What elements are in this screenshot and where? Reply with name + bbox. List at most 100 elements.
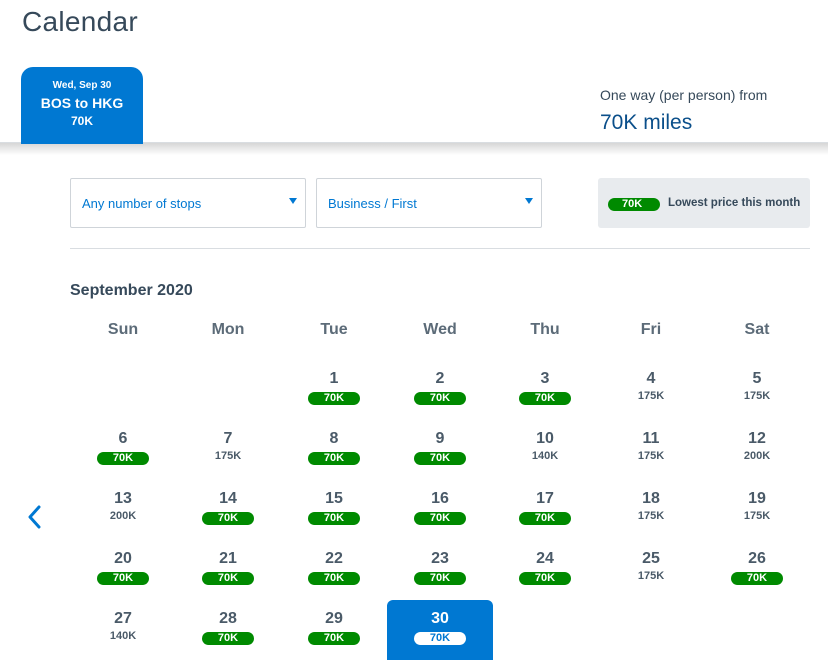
fare-summary-value: 70K miles (600, 111, 693, 134)
day-number: 23 (431, 550, 449, 567)
lowest-price-badge: 70K (308, 632, 360, 645)
calendar-day-24[interactable]: 24 70K (492, 540, 598, 600)
calendar-day-27[interactable]: 27 140K (70, 600, 176, 660)
day-price: 200K (743, 450, 771, 462)
calendar-day-13[interactable]: 13 200K (70, 480, 176, 540)
lowest-price-badge: 70K (202, 512, 254, 525)
stops-select-value: Any number of stops (82, 195, 202, 211)
day-number: 10 (536, 430, 554, 447)
calendar-day-3[interactable]: 3 70K (492, 360, 598, 420)
legend-text: Lowest price this month (668, 197, 801, 209)
calendar-day-26[interactable]: 26 70K (704, 540, 810, 600)
lowest-price-badge: 70K (414, 452, 466, 465)
day-number: 30 (431, 610, 449, 627)
lowest-price-badge: 70K (519, 512, 571, 525)
calendar-day-11[interactable]: 11 175K (598, 420, 704, 480)
calendar-day-20[interactable]: 20 70K (70, 540, 176, 600)
weekday-wed: Wed (423, 321, 457, 338)
day-number: 25 (642, 550, 660, 567)
day-price: 175K (743, 390, 771, 402)
divider (70, 248, 810, 249)
day-number: 5 (752, 370, 762, 387)
calendar-day-6[interactable]: 6 70K (70, 420, 176, 480)
weekday-sat: Sat (744, 321, 770, 338)
month-title: September 2020 (70, 282, 193, 299)
day-number: 20 (114, 550, 132, 567)
weekday-tue: Tue (320, 321, 348, 338)
calendar-day-22[interactable]: 22 70K (281, 540, 387, 600)
day-number: 26 (748, 550, 766, 567)
fare-summary-label: One way (per person) from (600, 87, 768, 103)
weekday-thu: Thu (530, 321, 560, 338)
calendar-day-16[interactable]: 16 70K (387, 480, 493, 540)
day-price: 175K (637, 510, 665, 522)
fare-summary: One way (per person) from 70K miles (600, 87, 767, 135)
lowest-price-badge: 70K (308, 392, 360, 405)
calendar-day-30[interactable]: 30 70K (387, 600, 493, 660)
lowest-price-badge: 70K (414, 572, 466, 585)
calendar-day-8[interactable]: 8 70K (281, 420, 387, 480)
calendar-day-7[interactable]: 7 175K (175, 420, 281, 480)
lowest-price-badge: 70K (414, 392, 466, 405)
day-number: 29 (325, 610, 343, 627)
day-price: 175K (214, 450, 242, 462)
calendar-day-21[interactable]: 21 70K (175, 540, 281, 600)
calendar-day-28[interactable]: 28 70K (175, 600, 281, 660)
calendar-day-2[interactable]: 2 70K (387, 360, 493, 420)
calendar-day-10[interactable]: 10 140K (492, 420, 598, 480)
calendar-day-18[interactable]: 18 175K (598, 480, 704, 540)
header-shadow (0, 143, 828, 155)
weekday-mon: Mon (211, 321, 245, 338)
lowest-price-badge: 70K (731, 572, 783, 585)
calendar-day-17[interactable]: 17 70K (492, 480, 598, 540)
calendar-day-23[interactable]: 23 70K (387, 540, 493, 600)
calendar-day-29[interactable]: 29 70K (281, 600, 387, 660)
day-number: 4 (646, 370, 656, 387)
day-price: 140K (531, 450, 559, 462)
day-number: 24 (536, 550, 554, 567)
lowest-price-badge: 70K (414, 512, 466, 525)
caret-down-icon (525, 198, 533, 204)
day-number: 1 (329, 370, 339, 387)
day-number: 27 (114, 610, 132, 627)
day-number: 3 (540, 370, 550, 387)
calendar-day-5[interactable]: 5 175K (704, 360, 810, 420)
weekday-sun: Sun (107, 321, 139, 338)
calendar-day-9[interactable]: 9 70K (387, 420, 493, 480)
flight-tab-price: 70K (70, 114, 93, 128)
calendar-day-25[interactable]: 25 175K (598, 540, 704, 600)
cabin-select[interactable]: Business / First (316, 178, 542, 228)
day-number: 15 (325, 490, 343, 507)
caret-down-icon (289, 198, 297, 204)
lowest-price-badge: 70K (519, 392, 571, 405)
day-price: 175K (637, 570, 665, 582)
day-number: 12 (748, 430, 766, 447)
lowest-price-badge: 70K (308, 512, 360, 525)
calendar-day-12[interactable]: 12 200K (704, 420, 810, 480)
price-legend: 70K Lowest price this month (598, 178, 810, 228)
calendar-day-4[interactable]: 4 175K (598, 360, 704, 420)
lowest-price-badge: 70K (202, 632, 254, 645)
chevron-left-icon[interactable] (24, 503, 46, 531)
cabin-select-value: Business / First (328, 195, 417, 211)
lowest-price-badge: 70K (519, 572, 571, 585)
calendar-day-19[interactable]: 19 175K (704, 480, 810, 540)
day-number: 18 (642, 490, 660, 507)
page-title: Calendar (22, 6, 139, 37)
calendar-day-1[interactable]: 1 70K (281, 360, 387, 420)
lowest-price-badge: 70K (308, 572, 360, 585)
day-number: 21 (219, 550, 237, 567)
day-number: 6 (118, 430, 128, 447)
calendar-day-15[interactable]: 15 70K (281, 480, 387, 540)
day-number: 2 (435, 370, 445, 387)
flight-tab-selected[interactable]: Wed, Sep 30 BOS to HKG 70K (21, 67, 143, 144)
day-price: 175K (637, 450, 665, 462)
day-price: 175K (743, 510, 771, 522)
stops-select[interactable]: Any number of stops (70, 178, 306, 228)
calendar-day-14[interactable]: 14 70K (175, 480, 281, 540)
flight-tab-route: BOS to HKG (40, 95, 124, 111)
lowest-price-badge: 70K (97, 452, 149, 465)
lowest-price-badge: 70K (97, 572, 149, 585)
day-number: 14 (219, 490, 237, 507)
day-price: 200K (109, 510, 137, 522)
